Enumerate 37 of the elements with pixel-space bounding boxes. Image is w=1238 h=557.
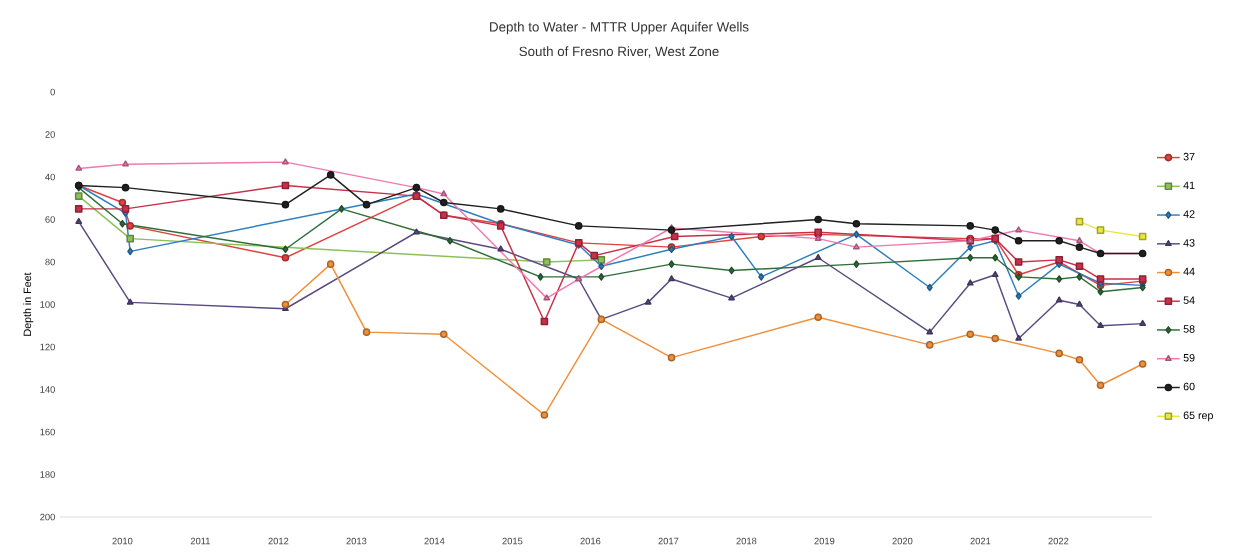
legend-label: 65 rep bbox=[1183, 411, 1213, 422]
y-tick-label: 180 bbox=[40, 471, 55, 478]
x-tick-label: 2017 bbox=[658, 537, 679, 545]
legend-label: 43 bbox=[1183, 239, 1195, 247]
legend-label: 54 bbox=[1183, 296, 1195, 304]
y-tick-label: 20 bbox=[45, 131, 55, 138]
legend-label: 59 bbox=[1183, 354, 1195, 362]
y-tick-label: 160 bbox=[40, 428, 55, 436]
y-tick-label: 140 bbox=[40, 386, 55, 393]
y-tick-label: 40 bbox=[45, 173, 55, 181]
chart-title: Depth to Water - MTTR Upper Aquifer Wells bbox=[490, 21, 749, 35]
y-tick-label: 80 bbox=[45, 258, 55, 266]
y-axis-title: Depth in Feet bbox=[23, 272, 34, 336]
x-tick-label: 2012 bbox=[268, 537, 289, 545]
x-tick-label: 2018 bbox=[736, 537, 757, 545]
legend-label: 60 bbox=[1183, 382, 1195, 391]
x-tick-label: 2013 bbox=[346, 537, 367, 545]
x-tick-label: 2011 bbox=[190, 537, 210, 545]
x-tick-label: 2014 bbox=[424, 537, 445, 545]
legend-label: 58 bbox=[1183, 325, 1195, 333]
chart-subtitle: South of Fresno River, West Zone bbox=[519, 46, 719, 58]
legend-label: 44 bbox=[1183, 267, 1195, 276]
x-tick-label: 2019 bbox=[814, 537, 835, 545]
y-tick-label: 100 bbox=[40, 301, 55, 308]
legend-label: 41 bbox=[1183, 181, 1195, 189]
x-tick-label: 2010 bbox=[112, 537, 133, 545]
x-tick-label: 2022 bbox=[1048, 537, 1069, 545]
x-tick-label: 2015 bbox=[502, 537, 523, 545]
x-tick-label: 2020 bbox=[892, 537, 913, 545]
legend-label: 37 bbox=[1183, 152, 1195, 161]
y-tick-label: 200 bbox=[40, 513, 55, 521]
x-tick-label: 2016 bbox=[580, 537, 601, 545]
legend-label: 42 bbox=[1183, 210, 1195, 218]
y-tick-label: 0 bbox=[50, 88, 55, 96]
y-tick-label: 120 bbox=[40, 343, 55, 351]
x-tick-label: 2021 bbox=[970, 537, 991, 545]
y-tick-label: 60 bbox=[45, 216, 55, 223]
